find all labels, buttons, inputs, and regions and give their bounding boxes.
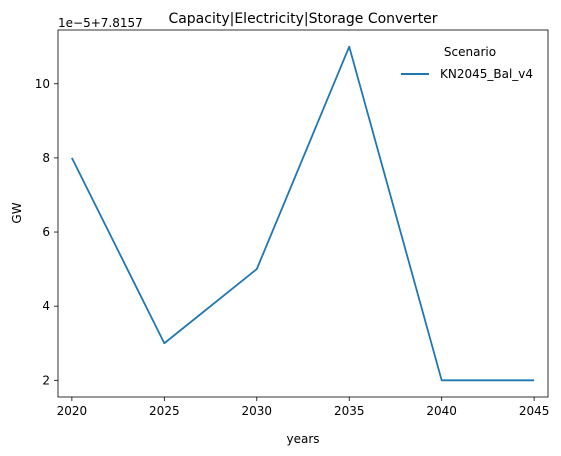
chart-title: Capacity|Electricity|Storage Converter bbox=[168, 11, 437, 27]
x-tick-label: 2035 bbox=[334, 404, 365, 418]
y-axis-label: GW bbox=[10, 202, 24, 223]
x-tick-label: 2020 bbox=[57, 404, 88, 418]
y-offset-label: 1e−5+7.8157 bbox=[58, 16, 143, 30]
y-axis: 2 4 6 8 10 bbox=[35, 77, 58, 387]
legend-title: Scenario bbox=[444, 45, 496, 59]
y-tick-label: 6 bbox=[42, 225, 50, 239]
legend: Scenario KN2045_Bal_v4 bbox=[401, 45, 533, 81]
y-tick-label: 2 bbox=[42, 373, 50, 387]
legend-entry: KN2045_Bal_v4 bbox=[440, 67, 533, 81]
y-tick-label: 10 bbox=[35, 77, 50, 91]
x-axis-label: years bbox=[286, 432, 319, 446]
x-tick-label: 2045 bbox=[519, 404, 550, 418]
x-tick-label: 2025 bbox=[149, 404, 180, 418]
x-axis: 2020 2025 2030 2035 2040 2045 bbox=[57, 397, 550, 418]
x-tick-label: 2040 bbox=[426, 404, 457, 418]
series-layer bbox=[71, 45, 535, 382]
plot-area bbox=[57, 29, 549, 398]
y-tick-label: 8 bbox=[42, 151, 50, 165]
x-tick-label: 2030 bbox=[242, 404, 273, 418]
y-tick-label: 4 bbox=[42, 299, 50, 313]
series-line bbox=[71, 45, 535, 382]
